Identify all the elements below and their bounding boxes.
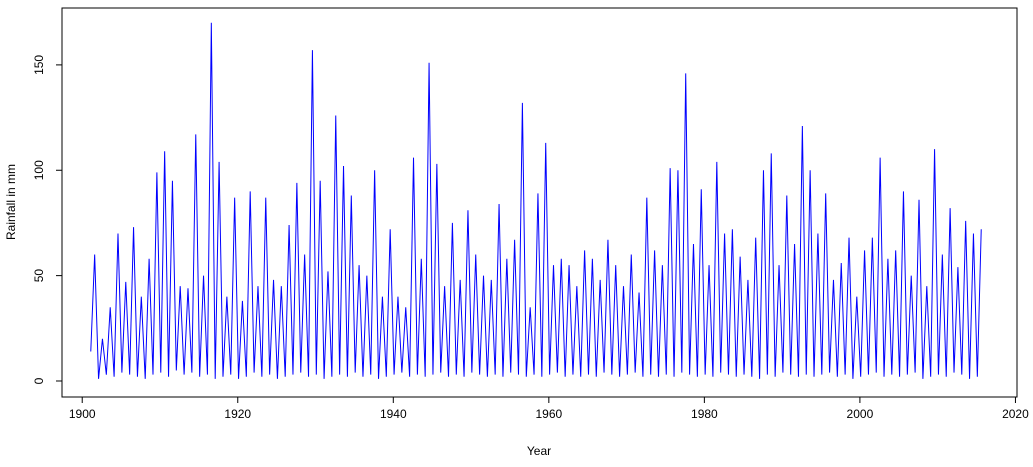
y-tick-label: 100 bbox=[32, 160, 46, 180]
y-axis-label: Rainfall in mm bbox=[4, 164, 18, 240]
x-tick-label: 1960 bbox=[535, 407, 562, 421]
x-tick-label: 1980 bbox=[691, 407, 718, 421]
y-tick-label: 150 bbox=[32, 55, 46, 75]
x-axis-label: Year bbox=[527, 444, 551, 458]
rainfall-line bbox=[90, 22, 982, 379]
x-tick-label: 1920 bbox=[224, 407, 251, 421]
plot-frame bbox=[61, 7, 1018, 398]
x-tick-label: 1900 bbox=[69, 407, 96, 421]
x-tick-label: 1940 bbox=[380, 407, 407, 421]
y-tick-label: 50 bbox=[32, 269, 46, 283]
x-tick-label: 2020 bbox=[1002, 407, 1029, 421]
x-tick-label: 2000 bbox=[847, 407, 874, 421]
y-tick-label: 0 bbox=[32, 377, 46, 384]
